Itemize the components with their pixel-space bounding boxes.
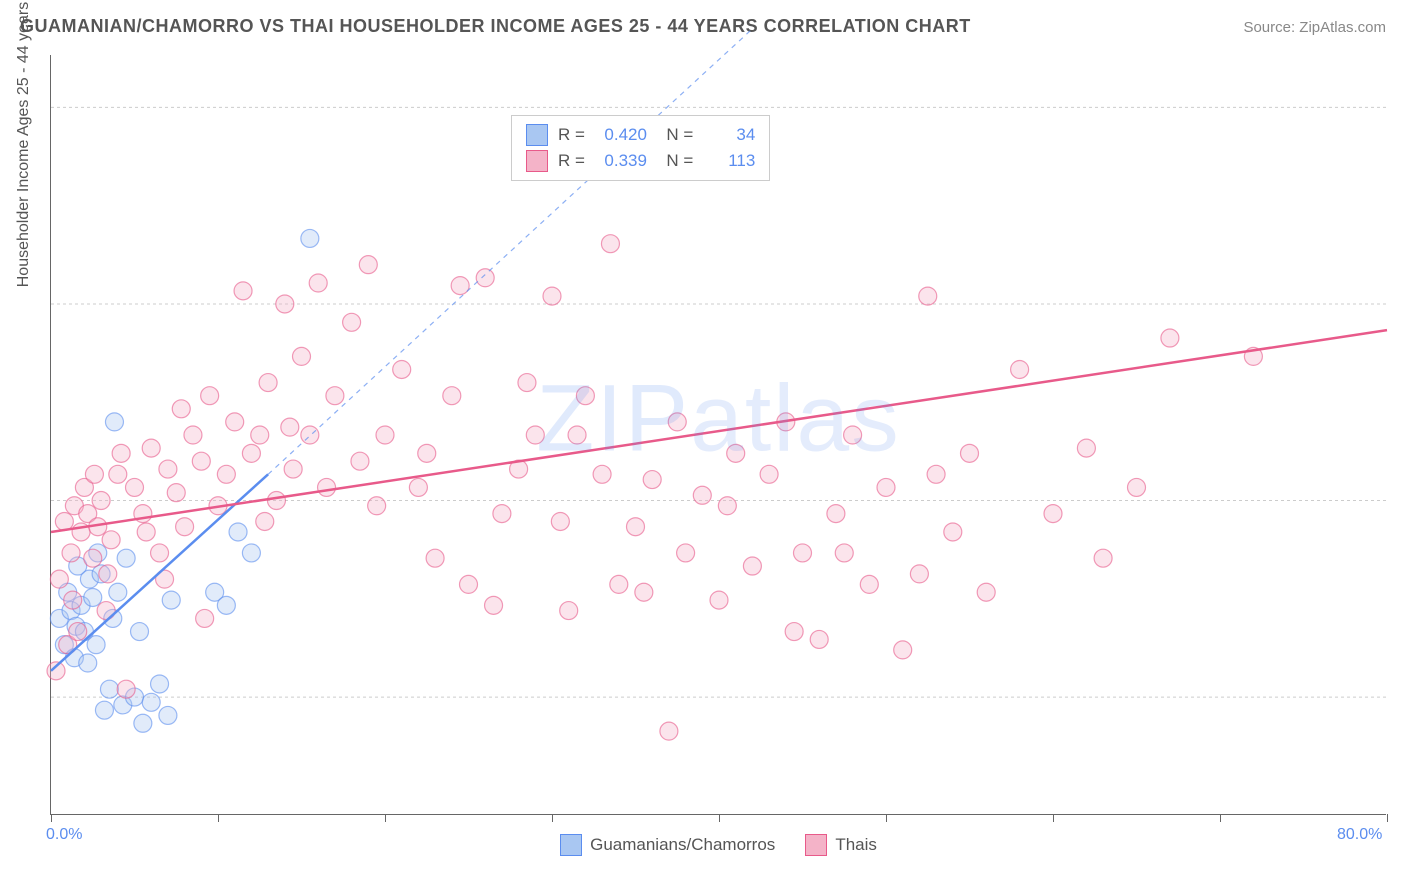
title-bar: GUAMANIAN/CHAMORRO VS THAI HOUSEHOLDER I… [20,16,1386,37]
legend-swatch [526,124,548,146]
stat-r-value: 0.420 [595,125,647,145]
bottom-legend-item: Thais [805,834,877,856]
stat-legend: R = 0.420 N = 34 R = 0.339 N = 113 [511,115,770,181]
plot-area: ZIPatlas R = 0.420 N = 34 R = 0.339 N = … [50,55,1386,815]
stat-n-label: N = [657,151,693,171]
stat-legend-row: R = 0.339 N = 113 [526,148,755,174]
y-axis-label: Householder Income Ages 25 - 44 years [15,2,33,288]
bottom-legend: Guamanians/Chamorros Thais [51,834,1386,856]
y-tick-label: $150,000 [1396,492,1406,510]
y-tick-label: $225,000 [1396,295,1406,313]
y-tick-label: $300,000 [1396,98,1406,116]
x-tick-label: 80.0% [1337,826,1382,844]
legend-swatch [526,150,548,172]
chart-title: GUAMANIAN/CHAMORRO VS THAI HOUSEHOLDER I… [20,16,971,37]
legend-swatch [560,834,582,856]
stat-r-label: R = [558,125,585,145]
stat-r-value: 0.339 [595,151,647,171]
stat-n-value: 34 [703,125,755,145]
legend-label: Thais [835,835,877,855]
y-tick-label: $75,000 [1396,688,1406,706]
stat-n-label: N = [657,125,693,145]
x-tick-label: 0.0% [46,826,82,844]
legend-label: Guamanians/Chamorros [590,835,775,855]
stat-r-label: R = [558,151,585,171]
stat-n-value: 113 [703,151,755,171]
bottom-legend-item: Guamanians/Chamorros [560,834,775,856]
source-label: Source: ZipAtlas.com [1243,19,1386,36]
legend-swatch [805,834,827,856]
stat-legend-row: R = 0.420 N = 34 [526,122,755,148]
